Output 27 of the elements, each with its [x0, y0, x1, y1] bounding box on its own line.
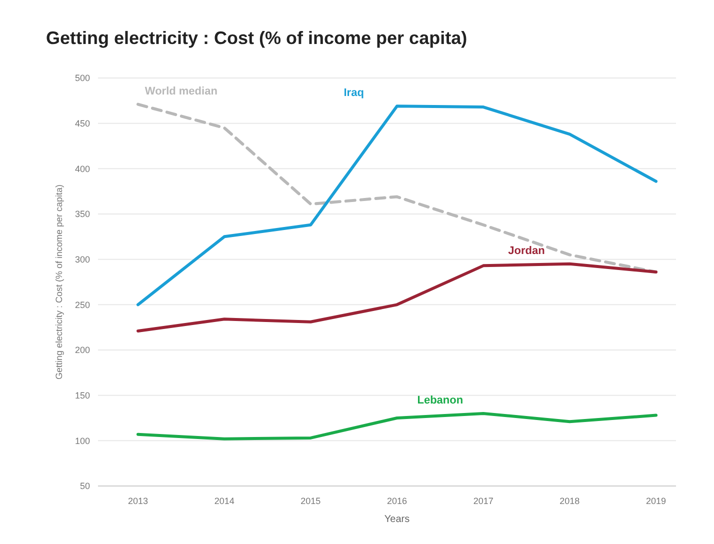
y-tick-label: 150: [74, 390, 90, 400]
x-tick-label: 2013: [128, 496, 148, 506]
x-tick-label: 2014: [214, 496, 234, 506]
chart-title: Getting electricity : Cost (% of income per capita): [46, 28, 468, 48]
y-tick-label: 400: [74, 164, 90, 174]
y-tick-label: 350: [74, 209, 90, 220]
y-tick-label: 500: [74, 73, 90, 84]
y-tick-label: 250: [74, 300, 90, 310]
y-tick-label: 50: [80, 481, 90, 492]
line-series: [136, 104, 658, 306]
x-tick-label: 2018: [560, 496, 580, 506]
line-series: [136, 412, 658, 440]
y-axis-title: Getting electricity : Cost (% of income per capita): [54, 184, 64, 380]
series-label: Jordan: [508, 244, 546, 257]
series-label: Lebanon: [417, 394, 464, 406]
y-tick-label: 200: [74, 345, 90, 356]
line-series: [136, 262, 658, 332]
series-label: World median: [144, 85, 218, 98]
x-tick-label: 2019: [646, 496, 666, 506]
y-tick-label: 300: [74, 254, 90, 264]
x-tick-label: 2016: [386, 496, 408, 506]
x-tick-label: 2015: [300, 496, 321, 506]
x-tick-label: 2017: [473, 496, 494, 506]
y-tick-label: 450: [74, 118, 90, 128]
text: Iraq: [344, 87, 364, 100]
y-tick-label: 100: [74, 436, 90, 446]
x-axis-title: Years: [384, 514, 410, 525]
